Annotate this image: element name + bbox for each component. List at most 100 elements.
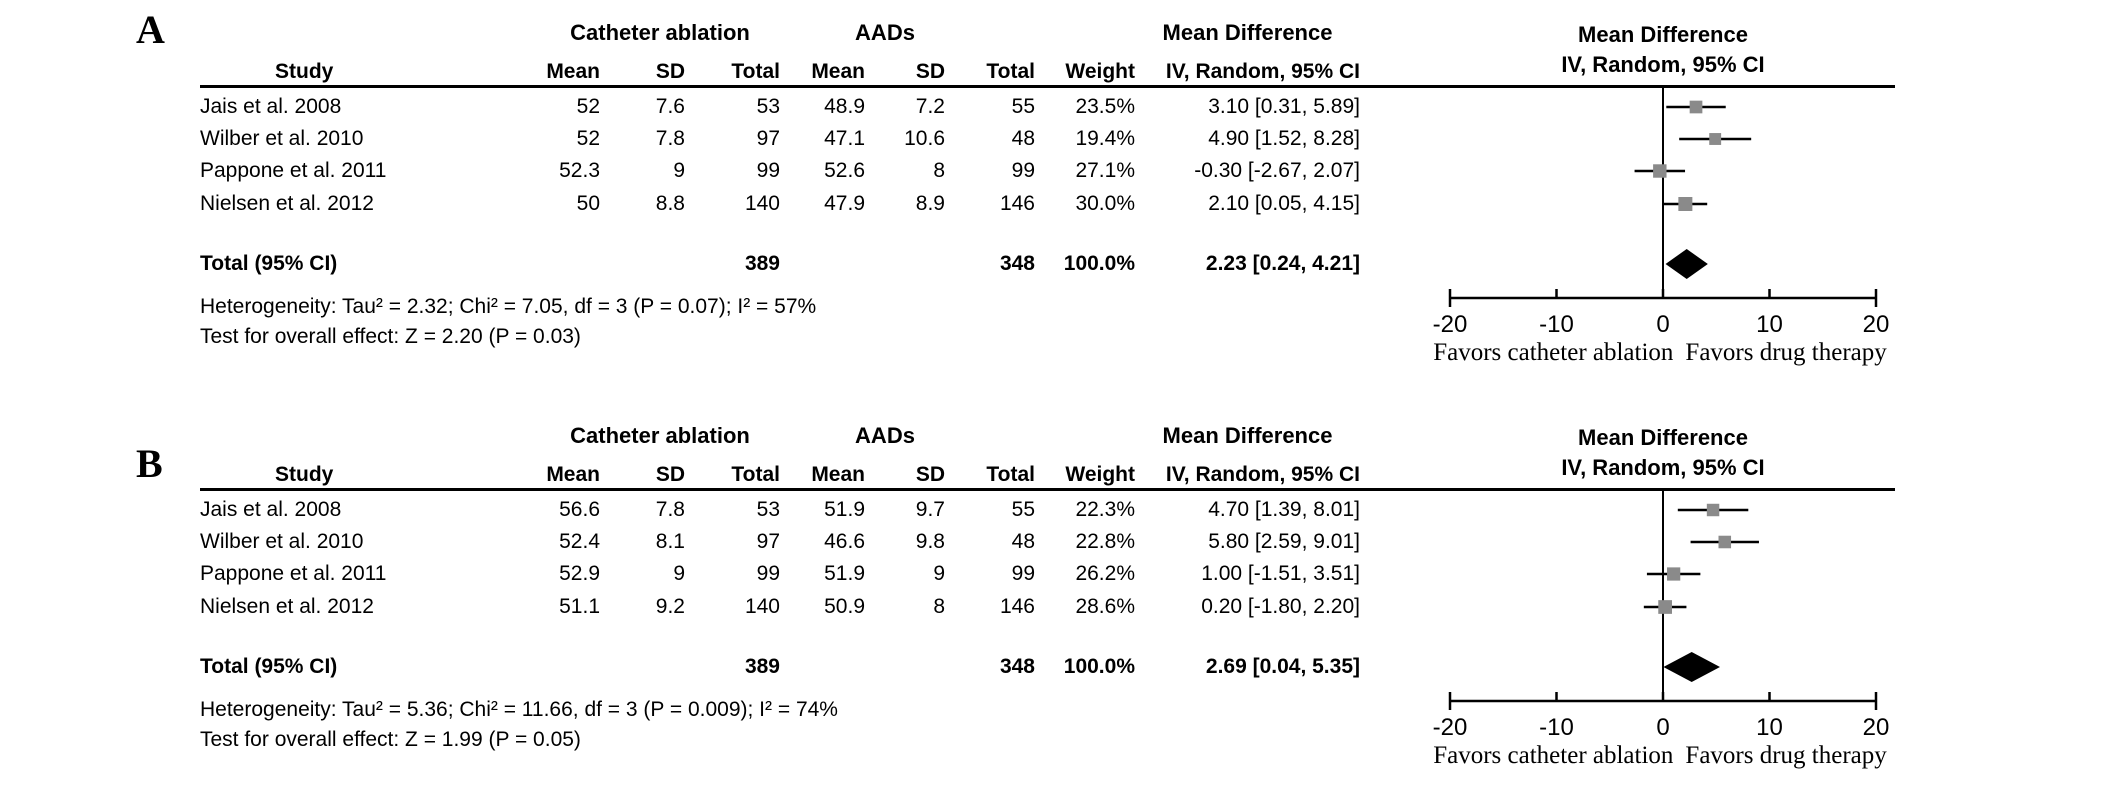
total-cell: 348 [999, 252, 1035, 275]
effect-square [1709, 133, 1722, 145]
total-cell: 48 [1011, 127, 1035, 150]
sd-cell: 8.9 [915, 192, 945, 215]
sd-cell: 9.7 [915, 498, 945, 521]
total-row: Total (95% CI) 389 348 100.0% 2.69 [0.04… [200, 652, 1360, 682]
study-name-cell: Wilber et al. 2010 [200, 530, 364, 553]
mean-cell: 50 [576, 192, 600, 215]
study-name-cell: Jais et al. 2008 [200, 95, 342, 118]
table-row: Wilber et al. 2010 52.4 8.1 97 46.6 9.8 … [200, 527, 1360, 557]
favors-right-label: Favors drug therapy [1685, 339, 1887, 366]
mean-cell: 47.1 [824, 127, 865, 150]
sd-cell: 9 [933, 562, 945, 585]
md-ci-cell: 2.69 [0.04, 5.35] [1205, 655, 1360, 678]
panel-a: Catheter ablation AADs Mean Difference M… [0, 0, 2126, 395]
effect-ci-column-header: IV, Random, 95% CI [1165, 60, 1360, 83]
sd-cell: 7.6 [655, 95, 685, 118]
effect-group-header: Mean Difference [1162, 20, 1333, 45]
sd-cell: 9 [673, 562, 685, 585]
total-column-header: Total [986, 463, 1035, 486]
axis-tick-label: -20 [1433, 311, 1468, 338]
total-cell: 48 [1011, 530, 1035, 553]
study-name-cell: Jais et al. 2008 [200, 498, 342, 521]
plot-header-subtitle: IV, Random, 95% CI [1561, 52, 1765, 77]
mean-cell: 46.6 [824, 530, 865, 553]
total-cell: 146 [999, 192, 1035, 215]
md-ci-cell: -0.30 [-2.67, 2.07] [1194, 159, 1360, 182]
sd-column-header: SD [655, 463, 685, 486]
axis-tick-label: 20 [1863, 311, 1890, 338]
mean-cell: 51.1 [559, 595, 600, 618]
plot-header-subtitle: IV, Random, 95% CI [1561, 455, 1765, 480]
panel-a-label: A [136, 7, 165, 52]
study-name-cell: Nielsen et al. 2012 [200, 595, 374, 618]
table-row: Nielsen et al. 2012 51.1 9.2 140 50.9 8 … [200, 592, 1360, 622]
total-label: Total (95% CI) [200, 252, 338, 275]
favors-right-label: Favors drug therapy [1685, 742, 1887, 769]
total-cell: 140 [744, 192, 780, 215]
effect-square [1689, 100, 1703, 114]
sd-column-header: SD [915, 60, 945, 83]
axis-tick-label: 10 [1756, 714, 1783, 741]
overall-effect-text: Test for overall effect: Z = 1.99 (P = 0… [200, 728, 581, 751]
sd-cell: 8.1 [655, 530, 685, 553]
axis-tick-label: 0 [1656, 714, 1669, 741]
md-ci-cell: 5.80 [2.59, 9.01] [1208, 530, 1360, 553]
md-ci-cell: 1.00 [-1.51, 3.51] [1201, 562, 1360, 585]
overall-effect-text: Test for overall effect: Z = 2.20 (P = 0… [200, 325, 581, 348]
mean-column-header: Mean [811, 463, 865, 486]
sd-cell: 7.2 [915, 95, 945, 118]
total-column-header: Total [731, 463, 780, 486]
study-column-header: Study [275, 60, 334, 83]
total-cell: 53 [756, 95, 780, 118]
mean-cell: 48.9 [824, 95, 865, 118]
column-header-row: Study Mean SD Total Mean SD Total Weight… [200, 57, 1360, 87]
md-ci-cell: 0.20 [-1.80, 2.20] [1201, 595, 1360, 618]
md-ci-cell: 4.90 [1.52, 8.28] [1208, 127, 1360, 150]
sd-column-header: SD [915, 463, 945, 486]
effect-square [1678, 197, 1693, 211]
mean-cell: 52.3 [559, 159, 600, 182]
study-name-cell: Nielsen et al. 2012 [200, 192, 374, 215]
axis-tick-label: 10 [1756, 311, 1783, 338]
total-cell: 140 [744, 595, 780, 618]
plot-header: Mean Difference IV, Random, 95% CI [1440, 20, 1886, 80]
total-cell: 55 [1011, 498, 1035, 521]
favors-labels: Favors catheter ablation Favors drug the… [1390, 741, 1930, 771]
weight-cell: 23.5% [1075, 95, 1135, 118]
axis-tick-label: -10 [1539, 714, 1574, 741]
axis-tick-label: 0 [1656, 311, 1669, 338]
total-cell: 55 [1011, 95, 1035, 118]
plot-header-title: Mean Difference [1578, 425, 1748, 450]
axis-tick-label: -20 [1433, 714, 1468, 741]
weight-cell: 100.0% [1063, 252, 1135, 275]
sd-cell: 7.8 [655, 498, 685, 521]
weight-cell: 28.6% [1075, 595, 1135, 618]
favors-labels: Favors catheter ablation Favors drug the… [1390, 338, 1930, 368]
mean-column-header: Mean [546, 463, 600, 486]
sd-cell: 8 [933, 159, 945, 182]
mean-cell: 52 [576, 127, 600, 150]
total-column-header: Total [986, 60, 1035, 83]
study-column-header: Study [275, 463, 334, 486]
summary-diamond [1663, 652, 1720, 682]
md-ci-cell: 3.10 [0.31, 5.89] [1208, 95, 1360, 118]
sd-cell: 9.8 [915, 530, 945, 553]
md-ci-cell: 2.10 [0.05, 4.15] [1208, 192, 1360, 215]
control-group-header: AADs [855, 20, 915, 45]
group-header-row: Catheter ablation AADs Mean Difference [0, 20, 2126, 46]
table-row: Wilber et al. 2010 52 7.8 97 47.1 10.6 4… [200, 124, 1360, 154]
mean-column-header: Mean [811, 60, 865, 83]
total-cell: 99 [1011, 159, 1035, 182]
sd-cell: 9.2 [655, 595, 685, 618]
mean-cell: 52.6 [824, 159, 865, 182]
weight-cell: 30.0% [1075, 192, 1135, 215]
column-header-row: Study Mean SD Total Mean SD Total Weight… [200, 460, 1360, 490]
mean-cell: 50.9 [824, 595, 865, 618]
sd-cell: 8 [933, 595, 945, 618]
favors-left-label: Favors catheter ablation [1433, 742, 1674, 769]
weight-column-header: Weight [1065, 463, 1135, 486]
study-name-cell: Pappone et al. 2011 [200, 159, 387, 182]
study-name-cell: Wilber et al. 2010 [200, 127, 364, 150]
